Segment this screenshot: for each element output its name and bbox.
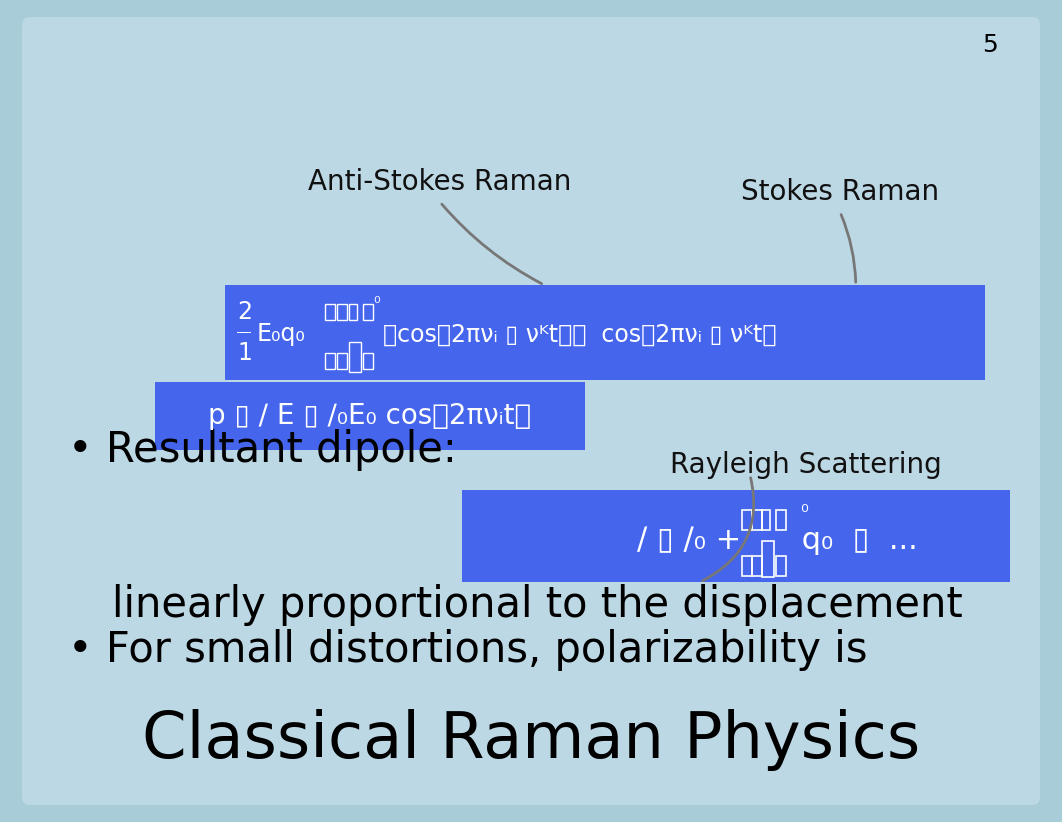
Bar <box>337 304 347 320</box>
Bar <box>752 556 763 576</box>
Bar <box>752 510 763 530</box>
Bar <box>349 342 361 372</box>
Text: ₀: ₀ <box>776 497 809 516</box>
Bar <box>763 541 774 576</box>
FancyBboxPatch shape <box>462 490 1010 582</box>
Text: p ▯ ∕ E ▯ ∕₀E₀ cos（2πνᵢt）: p ▯ ∕ E ▯ ∕₀E₀ cos（2πνᵢt） <box>208 402 532 430</box>
Bar <box>349 304 357 320</box>
Text: 2: 2 <box>237 299 252 324</box>
FancyBboxPatch shape <box>22 17 1040 805</box>
Text: ∕ ▯ ∕₀ +: ∕ ▯ ∕₀ + <box>637 526 751 555</box>
Text: 5: 5 <box>982 33 998 57</box>
Bar <box>363 353 373 369</box>
Text: Anti-Stokes Raman: Anti-Stokes Raman <box>308 168 571 196</box>
Bar <box>776 556 786 576</box>
Bar <box>742 556 752 576</box>
Bar <box>337 353 347 369</box>
FancyBboxPatch shape <box>225 285 984 380</box>
Bar <box>776 510 786 530</box>
Bar <box>763 510 770 530</box>
Text: 1: 1 <box>237 341 252 366</box>
Bar <box>237 331 251 333</box>
Text: ₀: ₀ <box>373 289 380 307</box>
Text: Stokes Raman: Stokes Raman <box>741 178 939 206</box>
Text: ［cos（2πνᵢ ▯ νᴷt）］  cos（2πνᵢ ▯ νᴷt）: ［cos（2πνᵢ ▯ νᴷt）］ cos（2πνᵢ ▯ νᴷt） <box>383 322 776 346</box>
Bar <box>742 510 752 530</box>
Bar <box>325 353 335 369</box>
Text: • For small distortions, polarizability is: • For small distortions, polarizability … <box>68 629 868 671</box>
Text: • Resultant dipole:: • Resultant dipole: <box>68 429 457 471</box>
Text: Rayleigh Scattering: Rayleigh Scattering <box>670 451 942 479</box>
Bar <box>363 304 373 320</box>
Text: q₀  ▯  ...: q₀ ▯ ... <box>792 526 919 555</box>
Bar <box>325 304 335 320</box>
Text: Classical Raman Physics: Classical Raman Physics <box>142 709 920 771</box>
FancyBboxPatch shape <box>155 382 585 450</box>
Text: linearly proportional to the displacement: linearly proportional to the displacemen… <box>112 584 963 626</box>
Text: E₀q₀: E₀q₀ <box>257 322 306 346</box>
